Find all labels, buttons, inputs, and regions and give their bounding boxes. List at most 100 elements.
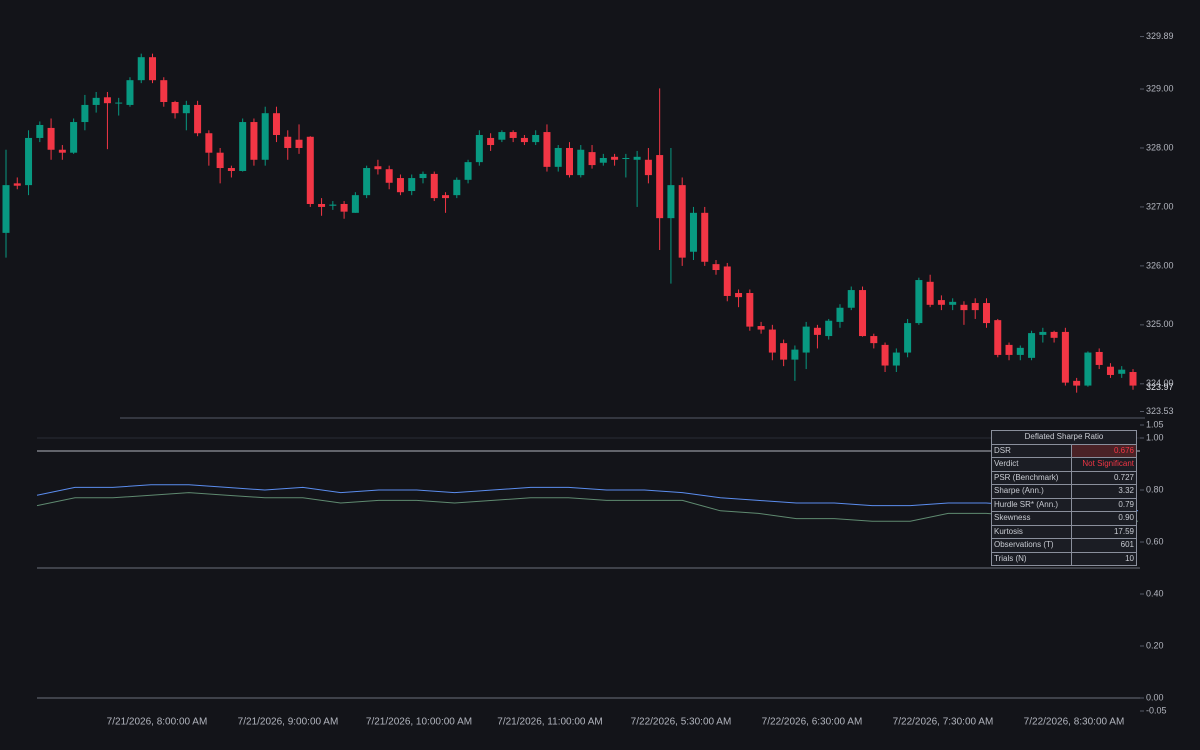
candle-body: [1106, 366, 1114, 375]
x-tick-label: 7/21/2026, 11:00:00 AM: [497, 717, 602, 728]
table-row: Observations (T) 601: [991, 538, 1138, 553]
candle-body: [194, 104, 202, 134]
cell-label: DSR: [991, 443, 1072, 458]
y-tick-label: 328.00: [1146, 142, 1174, 152]
candle-body: [1028, 333, 1036, 358]
candle-body: [81, 104, 89, 123]
cell-value: 0.90: [1070, 511, 1138, 526]
candle-body: [892, 352, 900, 366]
y-tick-label: 329.00: [1146, 83, 1174, 93]
candle-body: [453, 179, 461, 196]
cell-value: 0.676: [1070, 443, 1138, 458]
candle-body: [611, 156, 619, 160]
candle-body: [1005, 344, 1013, 355]
indicator-line: [36, 492, 1139, 522]
candle-body: [374, 166, 382, 170]
candle-body: [1129, 372, 1137, 386]
candle-body: [464, 162, 472, 180]
candle-body: [47, 127, 55, 150]
candle-body: [588, 152, 596, 166]
candle-body: [543, 132, 551, 167]
x-tick-label: 7/22/2026, 6:30:00 AM: [762, 717, 863, 728]
candle-body: [272, 113, 280, 136]
cell-value: 10: [1070, 551, 1138, 566]
candle-body: [802, 326, 810, 353]
dsr-table: Deflated Sharpe Ratio DSR 0.676 Verdict Not…: [991, 430, 1138, 566]
candle-body: [994, 320, 1002, 355]
candle-body: [971, 303, 979, 311]
candle-body: [70, 122, 78, 153]
candle-body: [475, 135, 483, 163]
x-tick-label: 7/22/2026, 5:30:00 AM: [631, 717, 732, 728]
candle-body: [487, 137, 495, 146]
y-tick-label: 324.00: [1146, 378, 1174, 388]
cell-value: Not Significant: [1070, 457, 1138, 472]
candle-body: [678, 185, 686, 258]
cell-label: Trials (N): [991, 551, 1072, 566]
y-tick-label: 0.80: [1146, 484, 1164, 494]
candle-body: [318, 203, 326, 207]
candle-body: [1050, 331, 1058, 338]
candle-body: [498, 132, 506, 140]
x-tick-label: 7/21/2026, 8:00:00 AM: [107, 717, 208, 728]
y-tick-label: 326.00: [1146, 260, 1174, 270]
table-row: Sharpe (Ann.) 3.32: [991, 484, 1138, 499]
candle-body: [599, 158, 607, 163]
candle-body: [284, 136, 292, 148]
candle-body: [442, 195, 450, 199]
candle-body: [926, 281, 934, 305]
candle-body: [1061, 331, 1069, 383]
candle-body: [509, 132, 517, 138]
table-row: Trials (N) 10: [991, 551, 1138, 566]
candle-body: [1118, 369, 1126, 374]
candle-body: [92, 97, 100, 105]
candle-body: [239, 122, 247, 171]
candle-body: [757, 326, 765, 330]
candle-body: [633, 156, 641, 160]
x-tick-label: 7/21/2026, 9:00:00 AM: [238, 717, 339, 728]
table-row: Verdict Not Significant: [991, 457, 1138, 472]
cell-label: Hurdle SR* (Ann.): [991, 497, 1072, 512]
table-row: Kurtosis 17.59: [991, 524, 1138, 539]
candle-body: [396, 178, 404, 193]
candle-body: [847, 290, 855, 308]
candle-body: [870, 336, 878, 344]
y-tick-label: 323.53: [1146, 406, 1174, 416]
candle-body: [430, 173, 438, 199]
candle-body: [216, 152, 224, 169]
y-tick-label: 0.60: [1146, 536, 1164, 546]
candle-body: [182, 104, 190, 114]
cell-label: Skewness: [991, 511, 1072, 526]
candle-body: [982, 303, 990, 324]
indicator-line: [36, 484, 1139, 512]
candle-body: [261, 113, 269, 160]
candle-body: [746, 293, 754, 327]
table-row: Hurdle SR* (Ann.) 0.79: [991, 497, 1138, 512]
cell-label: Observations (T): [991, 538, 1072, 553]
cell-label: Kurtosis: [991, 524, 1072, 539]
candle-body: [566, 147, 573, 176]
candle-body: [723, 266, 731, 296]
candle-body: [250, 122, 258, 160]
cell-label: Sharpe (Ann.): [991, 484, 1072, 499]
candle-body: [701, 212, 709, 262]
candle-body: [2, 185, 10, 233]
candle-body: [137, 57, 145, 81]
candle-body: [656, 155, 664, 219]
y-tick-label: 327.00: [1146, 201, 1174, 211]
candle-body: [949, 301, 957, 305]
cell-value: 17.59: [1070, 524, 1138, 539]
candle-body: [419, 173, 427, 179]
candle-body: [115, 102, 123, 104]
x-tick-label: 7/21/2026, 10:00:00 AM: [366, 717, 472, 728]
table-row: PSR (Benchmark) 0.727: [991, 470, 1138, 485]
candle-body: [227, 168, 235, 171]
candle-body: [532, 135, 540, 143]
candle-body: [36, 124, 44, 138]
table-row: DSR 0.676: [991, 443, 1138, 458]
candle-body: [622, 158, 630, 160]
table-title: Deflated Sharpe Ratio: [991, 430, 1137, 445]
